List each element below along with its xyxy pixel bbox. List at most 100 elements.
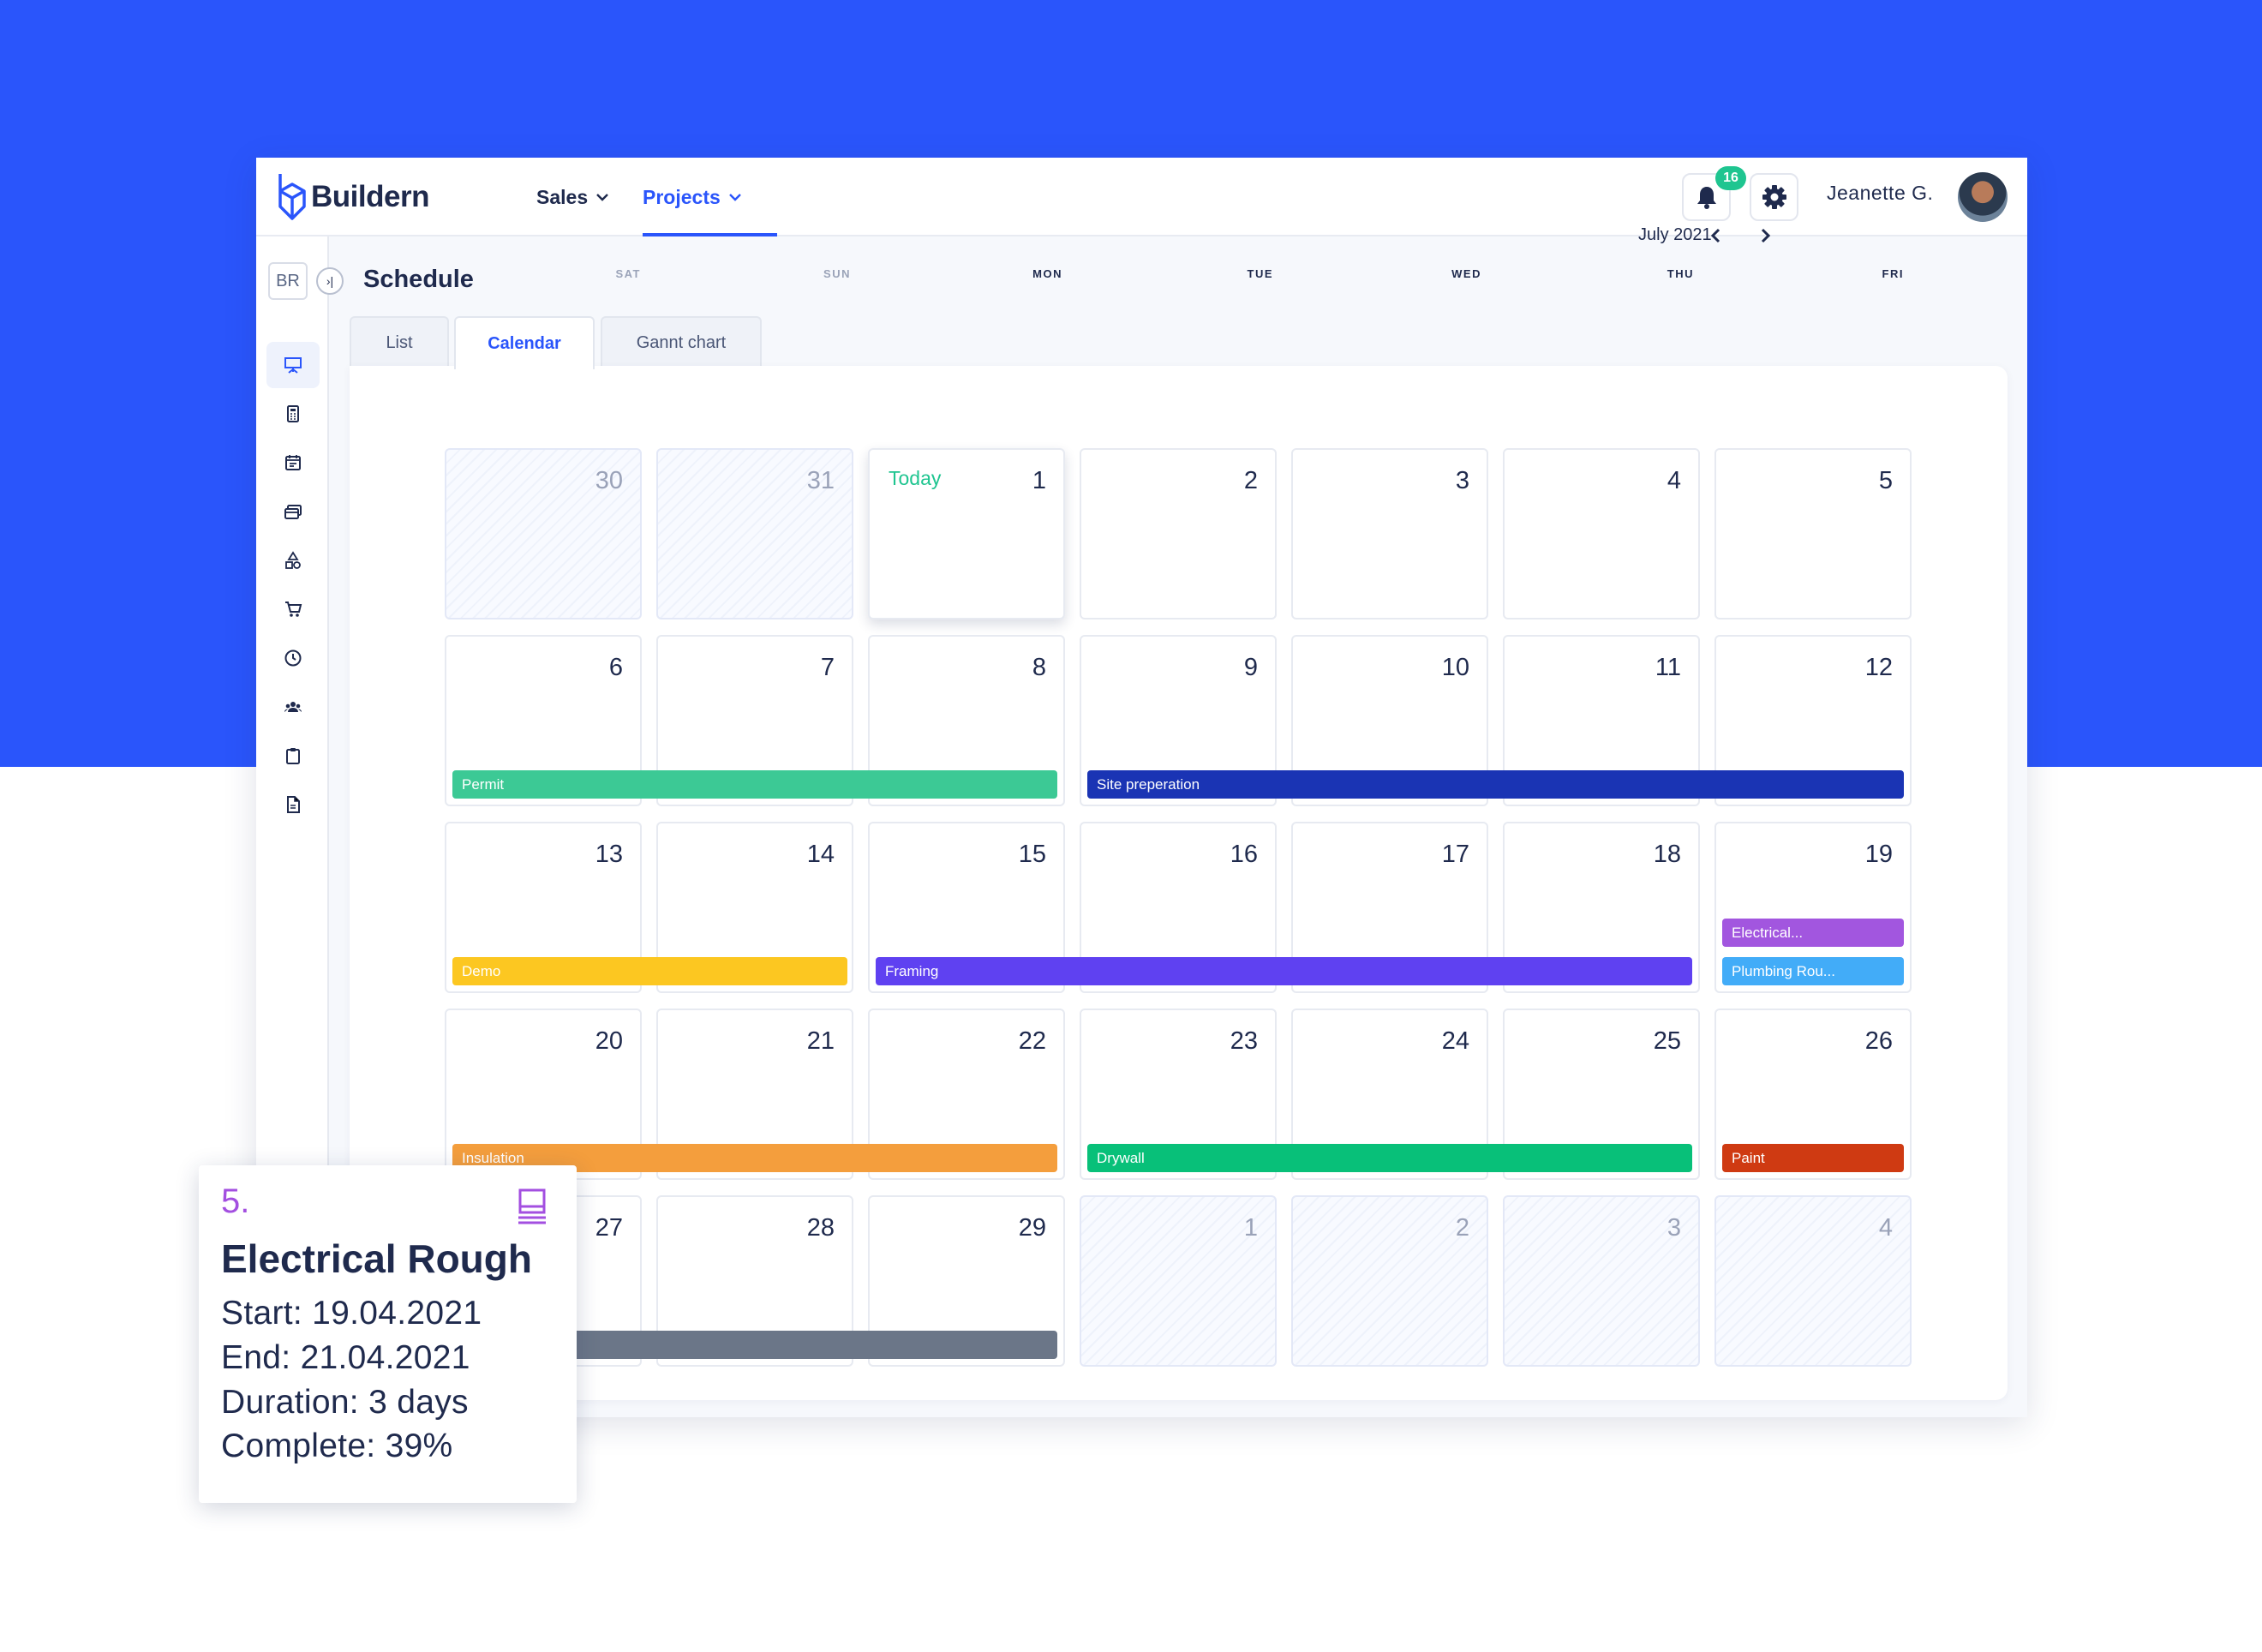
sidebar-item-time[interactable] [266, 635, 320, 681]
nav-projects-label: Projects [643, 185, 721, 208]
day-number: 2 [1455, 1214, 1469, 1242]
day-number: 21 [806, 1027, 835, 1055]
sidebar-item-tasks[interactable] [266, 733, 320, 779]
event-drywall[interactable]: Drywall [1087, 1144, 1692, 1172]
tab-calendar[interactable]: Calendar [454, 316, 595, 369]
previous-month-button[interactable] [1704, 224, 1726, 247]
event-electrical[interactable]: Electrical... [1722, 919, 1904, 947]
buildern-logo-icon [278, 174, 306, 220]
tab-list[interactable]: List [350, 316, 449, 368]
cards-icon [284, 505, 302, 519]
page-title: Schedule [363, 266, 474, 293]
chevron-left-icon [1710, 228, 1720, 243]
gear-icon [1762, 185, 1786, 209]
day-number: 30 [595, 467, 623, 494]
calendar-day-cell[interactable]: 31 [656, 448, 853, 620]
calendar-day-cell[interactable]: 4 [1503, 448, 1700, 620]
day-number: 17 [1441, 841, 1469, 868]
calendar-day-cell[interactable]: 2 [1080, 448, 1277, 620]
event-plumbing[interactable]: Plumbing Rou... [1722, 957, 1904, 985]
event-duration: Duration: 3 days [221, 1384, 469, 1421]
day-number: 15 [1018, 841, 1046, 868]
sidebar-item-calendar[interactable] [266, 440, 320, 486]
day-of-week-label: THU [1667, 267, 1694, 280]
sidebar-item-estimates[interactable] [266, 391, 320, 437]
calendar-day-cell[interactable]: 4 [1714, 1195, 1912, 1367]
day-number: 6 [608, 654, 623, 681]
event-site-preparation[interactable]: Site preperation [1087, 770, 1904, 799]
sidebar-item-team[interactable] [266, 684, 320, 730]
event-end: End: 21.04.2021 [221, 1339, 470, 1376]
nav-projects[interactable]: Projects [643, 158, 741, 236]
chevron-right-icon [1761, 228, 1771, 243]
day-number: 28 [806, 1214, 835, 1242]
calendar-day-cell[interactable]: 1 [1080, 1195, 1277, 1367]
day-number: 20 [595, 1027, 623, 1055]
day-number: 3 [1667, 1214, 1681, 1242]
month-label: July 2021 [1638, 225, 1712, 244]
today-label: Today [889, 467, 942, 489]
calendar-day-cell[interactable]: 30 [445, 448, 642, 620]
user-avatar[interactable] [1958, 172, 2008, 222]
next-month-button[interactable] [1755, 224, 1777, 247]
day-number: 8 [1032, 654, 1046, 681]
sidebar-item-schedule[interactable] [266, 342, 320, 388]
day-number: 11 [1655, 654, 1681, 681]
sidebar-item-payments[interactable] [266, 488, 320, 535]
notifications-button[interactable] [1682, 173, 1731, 221]
sidebar-item-files[interactable] [266, 781, 320, 828]
day-of-week-label: TUE [1247, 267, 1273, 280]
day-number: 5 [1878, 467, 1893, 494]
day-number: 25 [1653, 1027, 1681, 1055]
day-number: 4 [1878, 1214, 1893, 1242]
day-number: 19 [1864, 841, 1893, 868]
day-number: 7 [820, 654, 835, 681]
calendar-day-cell-today[interactable]: Today 1 [868, 448, 1065, 620]
calendar-icon [285, 455, 301, 470]
calendar-day-cell[interactable]: 2 [1291, 1195, 1488, 1367]
chevron-down-icon [596, 193, 608, 201]
project-badge[interactable]: BR [268, 262, 308, 300]
day-of-week-label: SAT [615, 267, 641, 280]
day-number: 18 [1653, 841, 1681, 868]
event-title: Electrical Rough [221, 1236, 532, 1281]
day-of-week-label: MON [1032, 267, 1062, 280]
sidebar-collapse-button[interactable]: ›| [316, 267, 344, 295]
calendar-day-cell[interactable]: 3 [1291, 448, 1488, 620]
shapes-icon [285, 551, 301, 569]
top-bar: Buildern Sales Projects 16 [256, 158, 2027, 236]
cart-icon [285, 602, 302, 617]
sidebar-item-purchases[interactable] [266, 586, 320, 632]
brand-name: Buildern [311, 180, 429, 213]
day-number: 10 [1441, 654, 1469, 681]
tab-gantt-chart[interactable]: Gannt chart [601, 316, 762, 368]
day-number: 23 [1230, 1027, 1258, 1055]
event-demo[interactable]: Demo [452, 957, 847, 985]
brand-logo[interactable]: Buildern [275, 171, 429, 223]
clipboard-icon [286, 748, 300, 764]
event-paint[interactable]: Paint [1722, 1144, 1904, 1172]
event-complete: Complete: 39% [221, 1428, 453, 1464]
day-of-week-label: WED [1451, 267, 1481, 280]
calendar-day-cell[interactable]: 3 [1503, 1195, 1700, 1367]
clock-icon [284, 649, 302, 667]
day-number: 1 [1032, 467, 1046, 494]
day-number: 3 [1455, 467, 1469, 494]
event-framing[interactable]: Framing [876, 957, 1692, 985]
notification-count-badge: 16 [1715, 166, 1746, 190]
day-number: 12 [1864, 654, 1893, 681]
event-start: Start: 19.04.2021 [221, 1295, 482, 1332]
event-number: 5. [221, 1182, 250, 1220]
day-number: 29 [1018, 1214, 1046, 1242]
user-name[interactable]: Jeanette G. [1827, 182, 1934, 204]
settings-button[interactable] [1750, 173, 1798, 221]
day-number: 4 [1667, 467, 1681, 494]
active-nav-indicator [643, 233, 777, 236]
bell-icon [1696, 187, 1716, 209]
event-permit[interactable]: Permit [452, 770, 1057, 799]
calendar-day-cell[interactable]: 5 [1714, 448, 1912, 620]
nav-sales[interactable]: Sales [536, 158, 608, 236]
day-number: 26 [1864, 1027, 1893, 1055]
users-icon [284, 702, 302, 712]
sidebar-item-selections[interactable] [266, 537, 320, 584]
